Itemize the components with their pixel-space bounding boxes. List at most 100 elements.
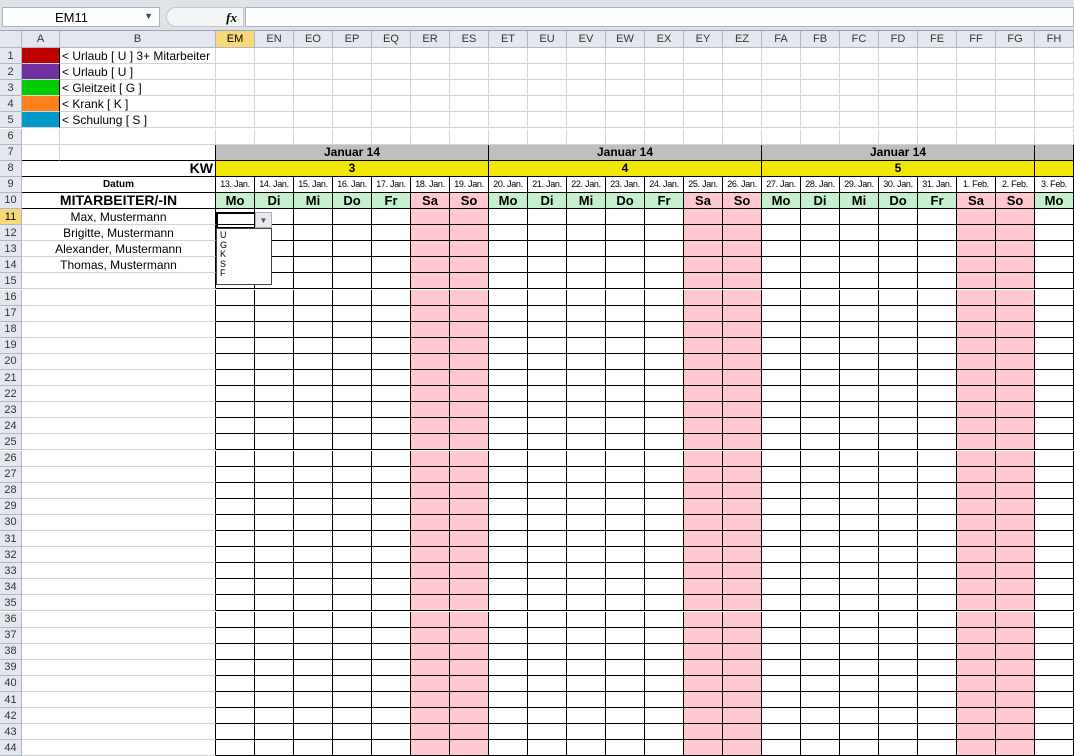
day-cell[interactable]	[216, 418, 255, 435]
day-cell[interactable]	[684, 353, 723, 370]
grid-cell[interactable]	[333, 80, 372, 97]
day-cell[interactable]	[996, 209, 1035, 226]
day-cell[interactable]	[762, 321, 801, 338]
day-cell[interactable]	[333, 514, 372, 531]
day-cell[interactable]	[723, 305, 762, 322]
day-cell[interactable]	[684, 563, 723, 580]
day-cell[interactable]	[294, 273, 333, 290]
day-cell[interactable]	[216, 724, 255, 741]
day-cell[interactable]	[372, 579, 411, 596]
grid-cell[interactable]	[567, 128, 606, 145]
day-cell[interactable]	[528, 595, 567, 612]
day-cell[interactable]	[450, 418, 489, 435]
day-cell[interactable]	[723, 337, 762, 354]
day-cell[interactable]	[801, 321, 840, 338]
day-cell[interactable]	[645, 498, 684, 515]
day-cell[interactable]	[996, 353, 1035, 370]
dropdown-arrow-button[interactable]: ▼	[255, 212, 272, 228]
day-cell[interactable]	[372, 257, 411, 274]
day-cell[interactable]	[216, 289, 255, 306]
day-cell[interactable]	[762, 531, 801, 548]
day-cell[interactable]	[1035, 740, 1074, 756]
day-cell[interactable]	[918, 209, 957, 226]
day-cell[interactable]	[450, 273, 489, 290]
day-cell[interactable]	[294, 692, 333, 709]
day-cell[interactable]	[606, 724, 645, 741]
day-cell[interactable]	[333, 434, 372, 451]
grid-cell[interactable]	[372, 112, 411, 129]
day-cell[interactable]	[216, 579, 255, 596]
day-cell[interactable]	[255, 353, 294, 370]
day-cell[interactable]	[684, 675, 723, 692]
grid-cell[interactable]	[528, 112, 567, 129]
employee-cell[interactable]	[22, 434, 216, 451]
day-cell[interactable]	[294, 418, 333, 435]
day-cell[interactable]	[645, 579, 684, 596]
day-cell[interactable]	[645, 531, 684, 548]
day-cell[interactable]	[723, 563, 762, 580]
day-cell[interactable]	[606, 418, 645, 435]
day-cell[interactable]	[840, 579, 879, 596]
day-cell[interactable]	[801, 353, 840, 370]
day-cell[interactable]	[996, 466, 1035, 483]
day-cell[interactable]	[411, 450, 450, 467]
grid-cell[interactable]	[1035, 48, 1074, 65]
day-cell[interactable]	[879, 627, 918, 644]
grid-cell[interactable]	[684, 96, 723, 113]
day-cell[interactable]	[567, 450, 606, 467]
day-cell[interactable]	[1035, 418, 1074, 435]
day-cell[interactable]	[684, 643, 723, 660]
day-cell[interactable]	[723, 724, 762, 741]
day-cell[interactable]	[450, 209, 489, 226]
day-cell[interactable]	[450, 402, 489, 419]
row-header-44[interactable]: 44	[0, 740, 22, 756]
day-cell[interactable]	[216, 337, 255, 354]
day-cell[interactable]	[411, 225, 450, 242]
day-cell[interactable]	[333, 353, 372, 370]
day-cell[interactable]	[372, 627, 411, 644]
day-cell[interactable]	[996, 337, 1035, 354]
day-cell[interactable]	[801, 450, 840, 467]
day-cell[interactable]	[255, 595, 294, 612]
day-cell[interactable]	[294, 531, 333, 548]
day-cell[interactable]	[684, 321, 723, 338]
day-cell[interactable]	[801, 273, 840, 290]
day-cell[interactable]	[606, 402, 645, 419]
day-cell[interactable]	[294, 514, 333, 531]
column-header-FC[interactable]: FC	[840, 31, 879, 48]
day-cell[interactable]	[996, 450, 1035, 467]
grid-cell[interactable]	[450, 48, 489, 65]
day-cell[interactable]	[879, 514, 918, 531]
grid-cell[interactable]	[606, 80, 645, 97]
day-cell[interactable]	[294, 724, 333, 741]
day-cell[interactable]	[762, 595, 801, 612]
row-header-3[interactable]: 3	[0, 80, 22, 97]
day-cell[interactable]	[606, 740, 645, 756]
grid-cell[interactable]	[294, 112, 333, 129]
column-header-EU[interactable]: EU	[528, 31, 567, 48]
grid-cell[interactable]	[879, 112, 918, 129]
day-cell[interactable]	[918, 692, 957, 709]
grid-cell[interactable]	[333, 48, 372, 65]
grid-cell[interactable]	[22, 144, 60, 161]
grid-cell[interactable]	[1035, 128, 1074, 145]
employee-cell[interactable]	[22, 563, 216, 580]
day-cell[interactable]	[918, 740, 957, 756]
day-cell[interactable]	[528, 627, 567, 644]
day-cell[interactable]	[918, 498, 957, 515]
day-cell[interactable]	[879, 337, 918, 354]
grid-cell[interactable]	[294, 80, 333, 97]
day-cell[interactable]	[411, 579, 450, 596]
day-cell[interactable]	[918, 418, 957, 435]
column-header-FB[interactable]: FB	[801, 31, 840, 48]
day-cell[interactable]	[1035, 514, 1074, 531]
day-cell[interactable]	[918, 708, 957, 725]
day-cell[interactable]	[333, 257, 372, 274]
day-cell[interactable]	[216, 595, 255, 612]
day-cell[interactable]	[645, 675, 684, 692]
day-cell[interactable]	[255, 289, 294, 306]
day-cell[interactable]	[957, 547, 996, 564]
day-cell[interactable]	[372, 531, 411, 548]
day-cell[interactable]	[957, 531, 996, 548]
day-cell[interactable]	[723, 289, 762, 306]
